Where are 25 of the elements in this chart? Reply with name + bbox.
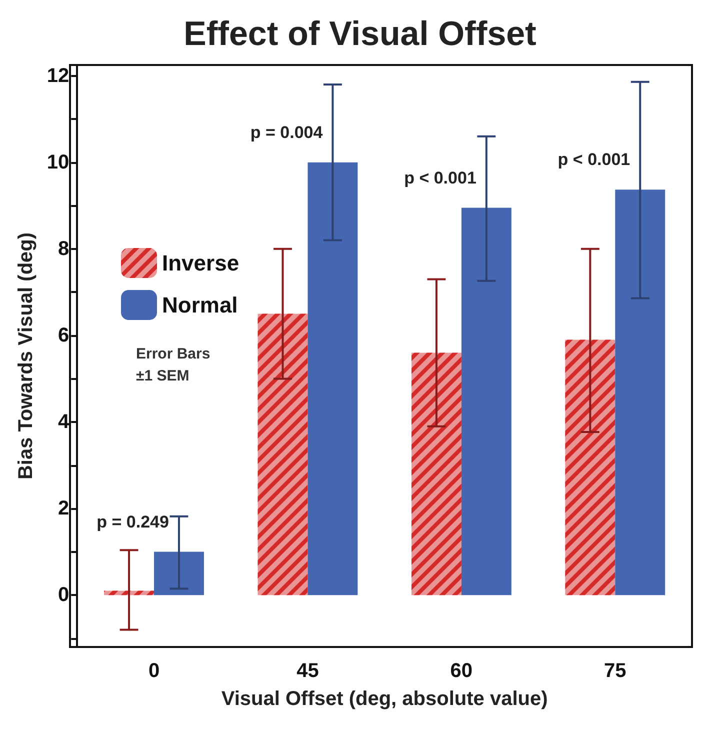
y-tick-label: 6: [58, 324, 70, 346]
y-tick-label: 0: [58, 584, 70, 606]
y-tick-label: 2: [58, 498, 70, 520]
x-tick-label: 75: [604, 660, 626, 682]
annotation: Error Bars ±1 SEM: [136, 346, 214, 384]
annotation: p = 0.249: [96, 512, 169, 532]
y-tick-label: 4: [58, 410, 70, 433]
y-tick-label: 12: [46, 64, 70, 87]
chart-title: Effect of Visual Offset: [184, 15, 536, 53]
bar: [154, 552, 204, 596]
y-tick-label: 10: [46, 151, 70, 174]
x-tick-label: 45: [296, 660, 319, 682]
bar: [461, 208, 512, 596]
annotation: p = 0.004: [250, 122, 324, 142]
bar: [308, 162, 358, 596]
bar: [615, 190, 666, 596]
x-axis-title: Visual Offset (deg, absolute value): [221, 688, 548, 710]
annotation: p < 0.001: [558, 150, 630, 170]
legend-label: Normal: [162, 292, 238, 318]
x-tick-label: 60: [450, 660, 473, 682]
legend-label: Inverse: [162, 250, 240, 276]
y-tick-label: 8: [58, 238, 70, 260]
annotation: p < 0.001: [404, 168, 476, 188]
y-axis-title: Bias Towards Visual (deg): [15, 232, 37, 480]
x-tick-label: 0: [148, 660, 160, 682]
